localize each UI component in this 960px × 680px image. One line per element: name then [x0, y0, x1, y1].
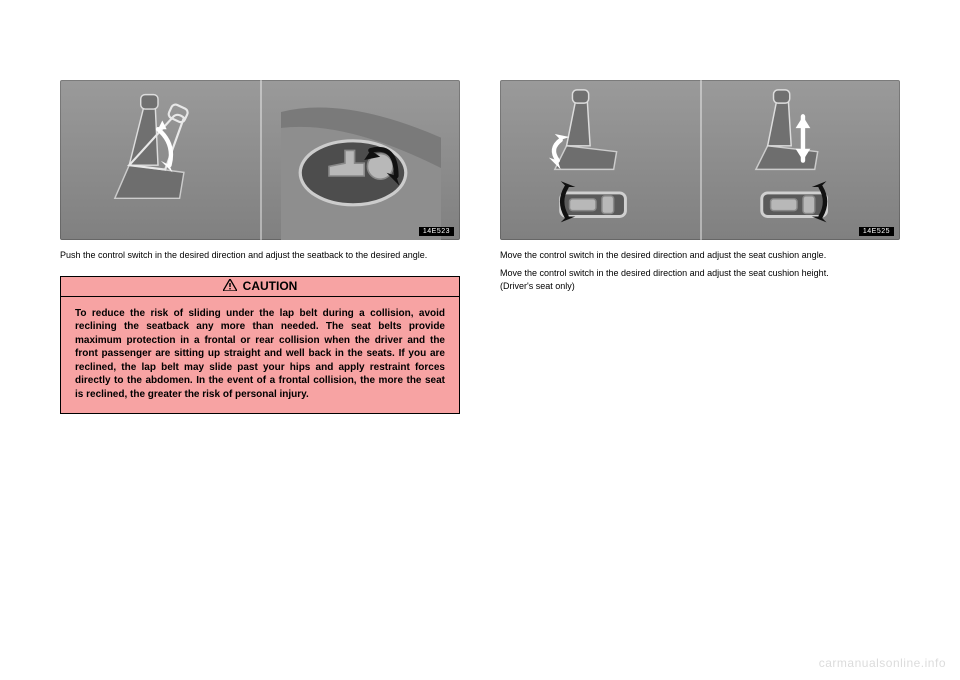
figure-seatback-angle: 14E523 [60, 80, 460, 240]
figure-cushion-adjust: 14E525 [500, 80, 900, 240]
warning-triangle-icon [223, 279, 237, 294]
watermark-text: carmanualsonline.info [819, 656, 946, 670]
caution-body-text: To reduce the risk of sliding under the … [61, 297, 459, 414]
figure-cushion-angle [500, 80, 700, 240]
instruction-cushion-angle: Move the control switch in the desired d… [500, 250, 900, 262]
figure-code-right: 14E525 [859, 227, 894, 236]
two-column-layout: 14E523 Push the control switch in the de… [60, 80, 900, 414]
figure-code-left: 14E523 [419, 227, 454, 236]
seat-recline-svg [68, 86, 248, 230]
caution-heading-text: CAUTION [243, 279, 298, 293]
figure-switch-closeup [260, 80, 460, 240]
seat-switch-svg [262, 80, 460, 240]
instruction-driver-only: (Driver's seat only) [500, 281, 900, 293]
left-column: 14E523 Push the control switch in the de… [60, 80, 460, 414]
figure-seat-illustration [60, 80, 260, 240]
right-column: 14E525 Move the control switch in the de… [500, 80, 900, 414]
caution-heading: CAUTION [61, 277, 459, 297]
caution-box: CAUTION To reduce the risk of sliding un… [60, 276, 460, 415]
instruction-cushion-height: Move the control switch in the desired d… [500, 268, 900, 280]
manual-page: 14E523 Push the control switch in the de… [0, 0, 960, 680]
cushion-height-svg [706, 84, 888, 231]
cushion-angle-svg [504, 84, 688, 231]
figure-cushion-height [700, 80, 900, 240]
instruction-seatback-angle: Push the control switch in the desired d… [60, 250, 460, 262]
